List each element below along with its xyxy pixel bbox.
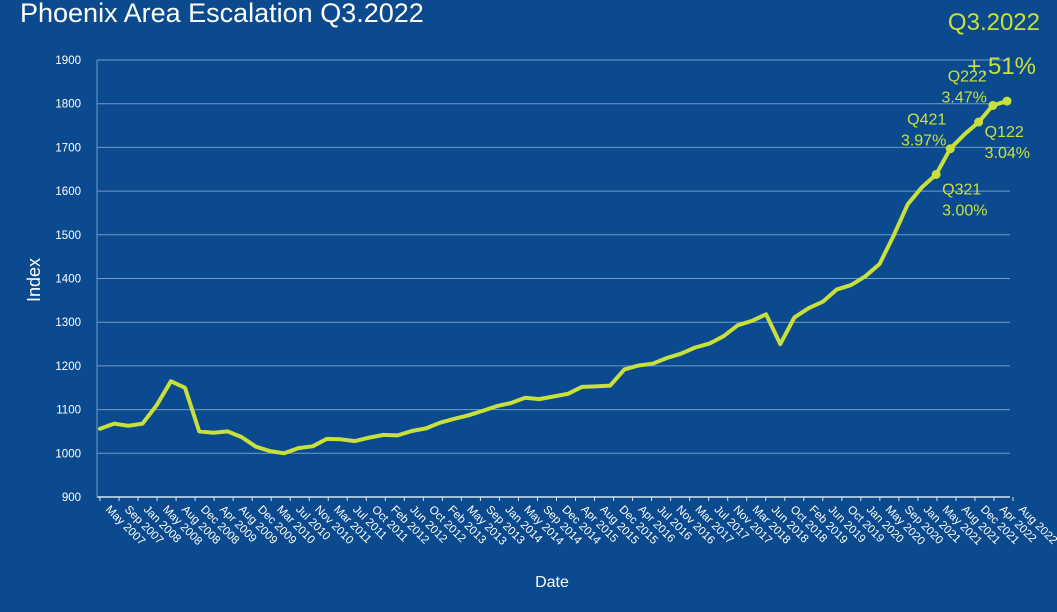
annotation-change: 3.47% bbox=[941, 89, 986, 106]
data-point-marker bbox=[974, 117, 984, 127]
data-point-marker bbox=[1002, 96, 1012, 106]
y-tick-label: 1400 bbox=[55, 274, 81, 286]
y-tick-label: 1200 bbox=[55, 361, 81, 373]
y-tick-label: 900 bbox=[62, 492, 81, 504]
annotation-change: 3.04% bbox=[985, 145, 1030, 162]
x-axis-label: Date bbox=[535, 574, 569, 591]
y-tick-label: 1800 bbox=[55, 99, 81, 111]
quarter-annotations: Q321 3.00% Q421 3.97% Q122 3.04% Q222 3.47% bbox=[901, 68, 1030, 219]
data-point-marker bbox=[945, 144, 955, 154]
data-point-marker bbox=[931, 169, 941, 179]
annotation-quarter: Q122 bbox=[985, 124, 1024, 141]
corner-change: +.51% bbox=[967, 53, 1036, 80]
annotation-change: 3.00% bbox=[942, 202, 987, 219]
y-axis-label: Index bbox=[24, 258, 44, 302]
y-tick-label: 1600 bbox=[55, 186, 81, 198]
y-tick-label: 1700 bbox=[55, 142, 81, 154]
annotation-change: 3.97% bbox=[901, 133, 946, 150]
y-tick-label: 1500 bbox=[55, 230, 81, 242]
annotation-quarter: Q421 bbox=[907, 112, 946, 129]
chart-title: Phoenix Area Escalation Q3.2022 bbox=[20, 0, 424, 28]
corner-period: Q3.2022 bbox=[948, 9, 1040, 36]
y-tick-label: 1300 bbox=[55, 317, 81, 329]
grid-lines bbox=[97, 59, 1010, 454]
y-tick-label: 1900 bbox=[55, 55, 81, 67]
data-point-marker bbox=[988, 100, 998, 110]
y-tick-label: 1000 bbox=[55, 448, 81, 460]
y-tick-label: 1100 bbox=[56, 405, 81, 417]
annotation-quarter: Q321 bbox=[942, 181, 981, 198]
series-markers bbox=[931, 96, 1012, 179]
annotation-quarter: Q222 bbox=[948, 68, 987, 85]
index-series-line bbox=[98, 99, 1009, 456]
y-axis-ticks: 900 1000 1100 1200 1300 1400 1500 1600 1700 1800 1… bbox=[55, 55, 81, 504]
